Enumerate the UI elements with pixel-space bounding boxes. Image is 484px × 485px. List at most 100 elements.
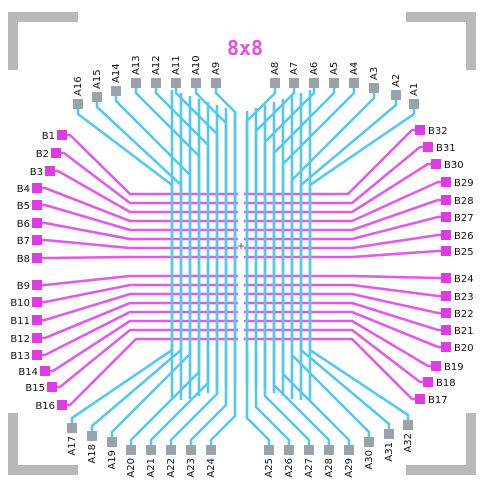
pad-label: A18 — [87, 444, 98, 464]
a-pad — [146, 445, 156, 455]
b-pad — [32, 350, 42, 360]
b-pad — [32, 280, 42, 290]
a-pad — [87, 431, 97, 441]
b-pad — [423, 377, 433, 387]
pad-label: B31 — [436, 143, 456, 154]
pads — [32, 78, 451, 455]
pad-label: A1 — [409, 83, 420, 96]
pad-label: B26 — [454, 231, 474, 242]
pad-label: A12 — [151, 55, 162, 75]
pad-label: A27 — [304, 458, 315, 478]
b-trace — [62, 133, 238, 196]
a-pad — [264, 445, 274, 455]
pad-label: A16 — [73, 76, 84, 96]
a-pad — [67, 423, 77, 433]
pad-label: A4 — [349, 62, 360, 75]
a-pad — [403, 420, 413, 430]
b-pad — [441, 273, 451, 283]
a-pad — [166, 445, 176, 455]
pad-label: B13 — [10, 351, 30, 362]
pad-label: B5 — [17, 201, 30, 212]
b-pad — [423, 142, 433, 152]
a-traces — [70, 83, 416, 450]
pad-label: B12 — [10, 334, 30, 345]
pad-label: A23 — [186, 458, 197, 478]
a-pad — [284, 445, 294, 455]
a-pad — [329, 78, 339, 88]
a-pad — [211, 78, 221, 88]
pad-label: A20 — [126, 458, 137, 478]
pad-label: B8 — [17, 254, 30, 265]
pad-label: A25 — [264, 458, 275, 478]
pad-label: B30 — [444, 160, 464, 171]
b-pad — [441, 195, 451, 205]
pad-label: B3 — [30, 167, 43, 178]
pad-label: B14 — [18, 367, 38, 378]
a-pad — [131, 78, 141, 88]
pad-label: A2 — [391, 74, 402, 87]
corner-brackets — [8, 12, 476, 475]
pad-label: B16 — [35, 401, 55, 412]
pad-label: A15 — [92, 69, 103, 89]
b-pad — [415, 125, 425, 135]
center-marker — [238, 243, 244, 249]
a-pad — [391, 90, 401, 100]
pad-label: B25 — [454, 247, 474, 258]
b-pad — [431, 159, 441, 169]
title: 8x8 — [227, 36, 263, 60]
corner-bracket — [8, 12, 78, 70]
pad-label: A26 — [284, 458, 295, 478]
a-pad — [151, 78, 161, 88]
b-pad — [32, 235, 42, 245]
pad-label: A8 — [270, 62, 281, 75]
pad-label: A21 — [146, 458, 157, 478]
pad-label: A6 — [309, 62, 320, 75]
pad-labels: A16 A8 A17 A25 B1 B9 B32 B24 A15 A7 A18 A26 B2 B10 B31… — [10, 55, 473, 477]
a-pad — [304, 445, 314, 455]
b-pad — [441, 246, 451, 256]
a-trace — [76, 104, 174, 400]
pad-label: A31 — [384, 442, 395, 462]
b-pad — [32, 253, 42, 263]
a-trace — [263, 83, 316, 390]
pad-label: B1 — [42, 131, 55, 142]
b-pad — [32, 315, 42, 325]
a-pad — [73, 99, 83, 109]
b-trace — [50, 169, 238, 214]
b-pad — [415, 394, 425, 404]
b-pad — [32, 297, 42, 307]
b-pad — [57, 130, 67, 140]
b-pad — [441, 291, 451, 301]
pad-label: B19 — [444, 362, 464, 373]
pad-label: B11 — [10, 316, 30, 327]
b-pad — [441, 230, 451, 240]
pad-label: A13 — [131, 55, 142, 75]
pad-label: B28 — [454, 196, 474, 207]
pad-label: A29 — [344, 458, 355, 478]
b-pad — [32, 333, 42, 343]
a-pad — [270, 78, 280, 88]
pad-label: B7 — [17, 236, 30, 247]
a-pad — [171, 78, 181, 88]
a-pad — [206, 445, 216, 455]
pad-label: A3 — [369, 67, 380, 80]
pad-label: B18 — [436, 378, 456, 389]
a-pad — [191, 78, 201, 88]
pad-label: B27 — [454, 213, 474, 224]
pad-label: B15 — [25, 383, 45, 394]
b-pad — [51, 148, 61, 158]
b-pad — [441, 177, 451, 187]
a-pad — [186, 445, 196, 455]
corner-bracket — [406, 12, 476, 70]
a-trace — [209, 111, 237, 450]
a-pad — [107, 437, 117, 447]
a-pad — [92, 92, 102, 102]
b-pad — [441, 308, 451, 318]
pad-label: A10 — [191, 55, 202, 75]
pad-label: B21 — [454, 326, 474, 337]
pad-label: A32 — [403, 433, 414, 453]
pad-label: B22 — [454, 309, 474, 320]
b-pad — [47, 382, 57, 392]
